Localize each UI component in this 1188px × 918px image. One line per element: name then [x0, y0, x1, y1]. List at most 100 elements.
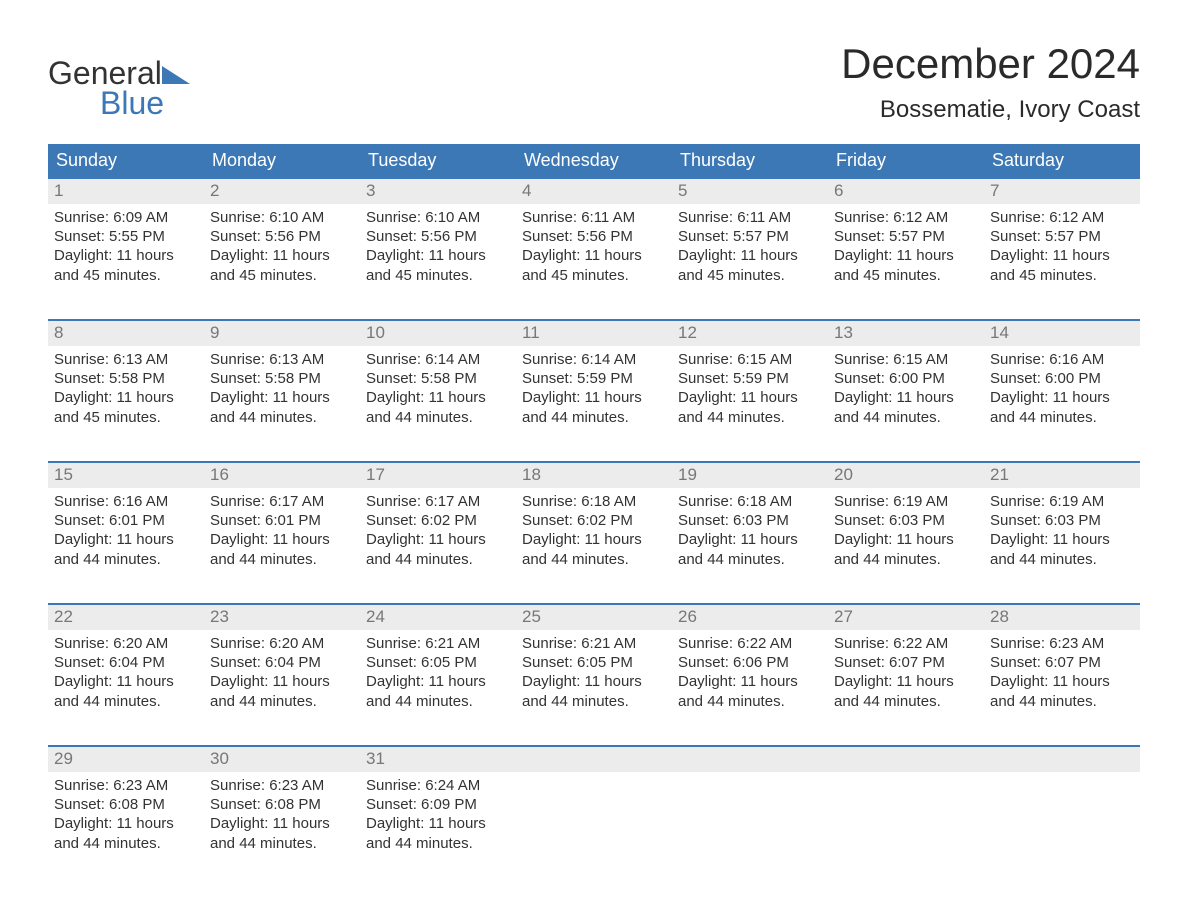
daylight-line-2: and 44 minutes. [678, 692, 822, 711]
day-body: Sunrise: 6:13 AMSunset: 5:58 PMDaylight:… [48, 346, 204, 433]
week-spacer [48, 589, 1140, 603]
week-spacer [48, 731, 1140, 745]
sunset-line: Sunset: 6:02 PM [366, 511, 510, 530]
day-cell [984, 747, 1140, 873]
sunrise-line: Sunrise: 6:16 AM [54, 492, 198, 511]
sunrise-line: Sunrise: 6:14 AM [522, 350, 666, 369]
sunrise-line: Sunrise: 6:12 AM [834, 208, 978, 227]
day-cell: 16Sunrise: 6:17 AMSunset: 6:01 PMDayligh… [204, 463, 360, 589]
daylight-line-1: Daylight: 11 hours [990, 530, 1134, 549]
day-cell: 14Sunrise: 6:16 AMSunset: 6:00 PMDayligh… [984, 321, 1140, 447]
day-body: Sunrise: 6:19 AMSunset: 6:03 PMDaylight:… [984, 488, 1140, 575]
sunrise-line: Sunrise: 6:21 AM [522, 634, 666, 653]
weekday-header-row: SundayMondayTuesdayWednesdayThursdayFrid… [48, 144, 1140, 179]
daylight-line-2: and 44 minutes. [522, 408, 666, 427]
daylight-line-1: Daylight: 11 hours [990, 246, 1134, 265]
day-number: 19 [672, 463, 828, 488]
daylight-line-1: Daylight: 11 hours [834, 672, 978, 691]
day-number: 13 [828, 321, 984, 346]
day-body: Sunrise: 6:17 AMSunset: 6:02 PMDaylight:… [360, 488, 516, 575]
day-number: 24 [360, 605, 516, 630]
daylight-line-1: Daylight: 11 hours [678, 530, 822, 549]
daylight-line-1: Daylight: 11 hours [522, 672, 666, 691]
sunset-line: Sunset: 6:06 PM [678, 653, 822, 672]
day-body: Sunrise: 6:10 AMSunset: 5:56 PMDaylight:… [360, 204, 516, 291]
daylight-line-2: and 44 minutes. [678, 550, 822, 569]
day-body: Sunrise: 6:19 AMSunset: 6:03 PMDaylight:… [828, 488, 984, 575]
sunrise-line: Sunrise: 6:09 AM [54, 208, 198, 227]
sunset-line: Sunset: 5:56 PM [210, 227, 354, 246]
day-number: 28 [984, 605, 1140, 630]
sunrise-line: Sunrise: 6:11 AM [678, 208, 822, 227]
sunset-line: Sunset: 5:56 PM [522, 227, 666, 246]
day-number: 18 [516, 463, 672, 488]
day-body: Sunrise: 6:24 AMSunset: 6:09 PMDaylight:… [360, 772, 516, 859]
sunset-line: Sunset: 6:04 PM [54, 653, 198, 672]
daylight-line-1: Daylight: 11 hours [366, 530, 510, 549]
day-number: 3 [360, 179, 516, 204]
weekday-header: Thursday [672, 144, 828, 179]
sunrise-line: Sunrise: 6:18 AM [678, 492, 822, 511]
daylight-line-1: Daylight: 11 hours [678, 672, 822, 691]
sunrise-line: Sunrise: 6:23 AM [210, 776, 354, 795]
sunrise-line: Sunrise: 6:10 AM [210, 208, 354, 227]
sunrise-line: Sunrise: 6:15 AM [834, 350, 978, 369]
day-number: 21 [984, 463, 1140, 488]
week-row: 29Sunrise: 6:23 AMSunset: 6:08 PMDayligh… [48, 745, 1140, 873]
sunrise-line: Sunrise: 6:23 AM [990, 634, 1134, 653]
calendar: SundayMondayTuesdayWednesdayThursdayFrid… [48, 144, 1140, 873]
day-number: 14 [984, 321, 1140, 346]
day-cell: 22Sunrise: 6:20 AMSunset: 6:04 PMDayligh… [48, 605, 204, 731]
daylight-line-1: Daylight: 11 hours [54, 388, 198, 407]
day-cell: 4Sunrise: 6:11 AMSunset: 5:56 PMDaylight… [516, 179, 672, 305]
day-body: Sunrise: 6:11 AMSunset: 5:57 PMDaylight:… [672, 204, 828, 291]
day-cell: 10Sunrise: 6:14 AMSunset: 5:58 PMDayligh… [360, 321, 516, 447]
header: General Blue December 2024 Bossematie, I… [48, 40, 1140, 138]
day-body: Sunrise: 6:13 AMSunset: 5:58 PMDaylight:… [204, 346, 360, 433]
daylight-line-1: Daylight: 11 hours [522, 388, 666, 407]
sunrise-line: Sunrise: 6:10 AM [366, 208, 510, 227]
sunset-line: Sunset: 5:59 PM [522, 369, 666, 388]
weekday-header: Sunday [48, 144, 204, 179]
day-number: 31 [360, 747, 516, 772]
daylight-line-2: and 44 minutes. [366, 550, 510, 569]
day-body [672, 772, 828, 782]
daylight-line-1: Daylight: 11 hours [210, 388, 354, 407]
daylight-line-2: and 44 minutes. [366, 408, 510, 427]
day-number: 23 [204, 605, 360, 630]
day-number: 27 [828, 605, 984, 630]
daylight-line-1: Daylight: 11 hours [210, 246, 354, 265]
daylight-line-1: Daylight: 11 hours [54, 814, 198, 833]
day-body: Sunrise: 6:20 AMSunset: 6:04 PMDaylight:… [204, 630, 360, 717]
day-body: Sunrise: 6:14 AMSunset: 5:58 PMDaylight:… [360, 346, 516, 433]
day-body: Sunrise: 6:20 AMSunset: 6:04 PMDaylight:… [48, 630, 204, 717]
sunset-line: Sunset: 6:08 PM [210, 795, 354, 814]
day-body: Sunrise: 6:21 AMSunset: 6:05 PMDaylight:… [516, 630, 672, 717]
day-cell: 21Sunrise: 6:19 AMSunset: 6:03 PMDayligh… [984, 463, 1140, 589]
day-body: Sunrise: 6:23 AMSunset: 6:08 PMDaylight:… [204, 772, 360, 859]
day-body: Sunrise: 6:16 AMSunset: 6:01 PMDaylight:… [48, 488, 204, 575]
location-subtitle: Bossematie, Ivory Coast [841, 96, 1140, 124]
page-title: December 2024 [841, 40, 1140, 88]
daylight-line-2: and 44 minutes. [366, 834, 510, 853]
day-number: 11 [516, 321, 672, 346]
day-cell: 2Sunrise: 6:10 AMSunset: 5:56 PMDaylight… [204, 179, 360, 305]
day-cell: 20Sunrise: 6:19 AMSunset: 6:03 PMDayligh… [828, 463, 984, 589]
sunset-line: Sunset: 6:00 PM [834, 369, 978, 388]
day-cell: 28Sunrise: 6:23 AMSunset: 6:07 PMDayligh… [984, 605, 1140, 731]
day-cell: 26Sunrise: 6:22 AMSunset: 6:06 PMDayligh… [672, 605, 828, 731]
daylight-line-2: and 44 minutes. [522, 550, 666, 569]
day-number: 1 [48, 179, 204, 204]
logo-text: General Blue [48, 58, 190, 119]
sunset-line: Sunset: 6:00 PM [990, 369, 1134, 388]
day-cell: 24Sunrise: 6:21 AMSunset: 6:05 PMDayligh… [360, 605, 516, 731]
sunrise-line: Sunrise: 6:17 AM [366, 492, 510, 511]
daylight-line-2: and 45 minutes. [834, 266, 978, 285]
day-cell: 12Sunrise: 6:15 AMSunset: 5:59 PMDayligh… [672, 321, 828, 447]
week-row: 8Sunrise: 6:13 AMSunset: 5:58 PMDaylight… [48, 319, 1140, 447]
sunset-line: Sunset: 6:05 PM [366, 653, 510, 672]
day-body: Sunrise: 6:11 AMSunset: 5:56 PMDaylight:… [516, 204, 672, 291]
daylight-line-1: Daylight: 11 hours [210, 814, 354, 833]
day-number: 5 [672, 179, 828, 204]
daylight-line-1: Daylight: 11 hours [54, 672, 198, 691]
